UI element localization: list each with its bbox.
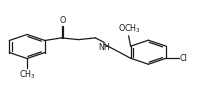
Text: O: O bbox=[59, 16, 66, 25]
Text: Cl: Cl bbox=[179, 54, 187, 63]
Text: CH$_3$: CH$_3$ bbox=[19, 69, 35, 81]
Text: NH: NH bbox=[98, 43, 110, 52]
Text: OCH$_3$: OCH$_3$ bbox=[118, 23, 141, 35]
